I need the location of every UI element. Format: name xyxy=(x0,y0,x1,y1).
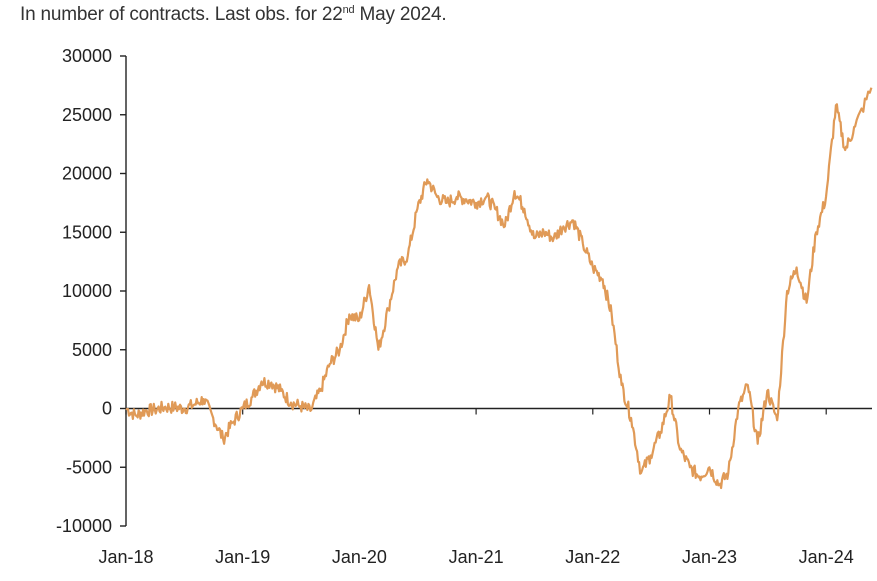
x-axis: Jan-18 Jan-19 Jan-20 Jan-21 Jan-22 Jan-23 Jan-… xyxy=(98,407,872,567)
y-tick-label: 0 xyxy=(102,399,112,419)
chart-subtitle: In number of contracts. Last obs. for 22… xyxy=(20,4,447,25)
x-tick-label: Jan-19 xyxy=(215,547,270,567)
series-group xyxy=(125,87,873,490)
y-tick-label: -5000 xyxy=(66,457,112,477)
y-tick-label: 5000 xyxy=(72,340,112,360)
series-line xyxy=(125,87,873,490)
x-tick-label: Jan-22 xyxy=(565,547,620,567)
x-tick-label: Jan-24 xyxy=(799,547,854,567)
x-tick-label: Jan-20 xyxy=(332,547,387,567)
x-tick-label: Jan-18 xyxy=(98,547,153,567)
y-tick-label: 10000 xyxy=(62,281,112,301)
x-tick-label: Jan-21 xyxy=(449,547,504,567)
y-tick-label: 20000 xyxy=(62,164,112,184)
y-tick-label: 15000 xyxy=(62,222,112,242)
y-tick-label: -10000 xyxy=(56,516,112,536)
y-tick-label: 30000 xyxy=(62,46,112,66)
y-axis: 30000 25000 20000 15000 10000 5000 0 -5000 -1000… xyxy=(56,46,127,536)
y-tick-label: 25000 xyxy=(62,105,112,125)
x-tick-label: Jan-23 xyxy=(682,547,737,567)
